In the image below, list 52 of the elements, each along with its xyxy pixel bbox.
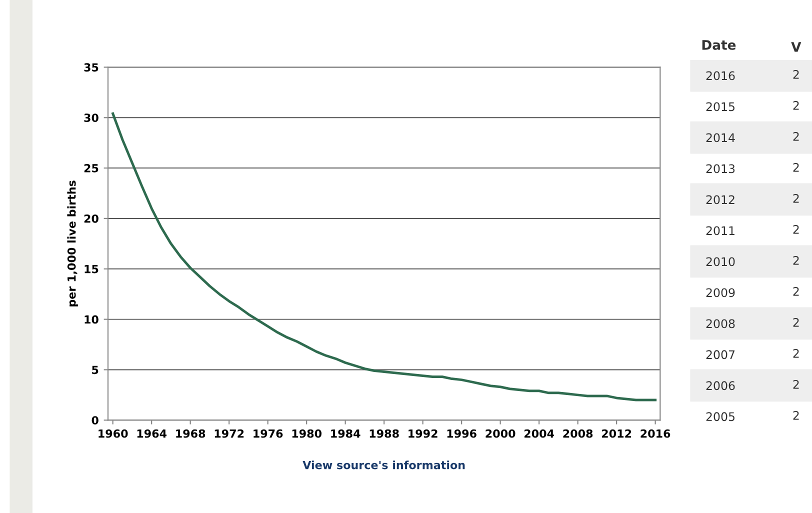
y-tick-label: 35: [84, 63, 98, 72]
x-tick-label: 1980: [292, 429, 322, 438]
x-tick-label: 1976: [254, 429, 283, 438]
text: 2: [793, 318, 799, 327]
y-tick-label: 30: [84, 114, 98, 122]
text: 2: [793, 132, 799, 141]
x-tick-label: 1972: [214, 429, 244, 438]
x-tick-label: 2016: [640, 429, 670, 438]
y-tick-label: 2007: [706, 350, 735, 360]
x-tick-label: V: [791, 42, 802, 52]
text: 2: [793, 286, 799, 296]
y-axis-title: per 1,000 live births: [67, 180, 78, 306]
x-tick-label: 2012: [602, 429, 632, 438]
y-tick-label: 2011: [706, 226, 734, 236]
y-tick-label: 2013: [706, 164, 735, 174]
y-tick-label: 2010: [706, 257, 735, 266]
y-tick-label: 20: [84, 214, 98, 223]
y-axis-title: Date: [702, 40, 736, 50]
y-tick-label: 2008: [706, 319, 735, 328]
y-tick-label: 2009: [706, 288, 735, 298]
text: 2: [793, 410, 799, 420]
text: 2: [793, 348, 799, 358]
line-series: [112, 112, 657, 402]
text: View source's information: [302, 460, 465, 470]
x-tick-label: 2000: [486, 429, 516, 438]
text: 2: [793, 162, 799, 172]
x-tick-label: 1984: [331, 429, 360, 438]
x-tick-label: 1988: [370, 429, 399, 438]
y-tick-label: 2005: [706, 412, 734, 422]
text: 2: [793, 380, 799, 389]
text: 2: [793, 256, 799, 265]
text: 2: [793, 224, 799, 234]
y-tick-label: 2016: [706, 71, 735, 80]
y-tick-label: 2015: [706, 102, 734, 112]
x-tick-label: 1960: [98, 429, 128, 438]
x-tick-label: 2008: [563, 429, 593, 438]
text: 2: [793, 101, 799, 110]
x-tick-label: 2004: [524, 429, 554, 438]
text: 2: [793, 70, 799, 79]
y-tick-label: 10: [84, 315, 98, 324]
y-tick-label: 5: [92, 366, 98, 374]
y-tick-label: 25: [84, 164, 98, 172]
y-tick-label: 2012: [706, 195, 734, 204]
x-tick-label: 1996: [447, 429, 476, 438]
x-tick-label: 1964: [137, 429, 167, 438]
text: 2: [793, 194, 799, 203]
y-tick-label: 2014: [706, 133, 735, 142]
y-tick-label: 0: [92, 416, 98, 425]
x-tick-label: 1968: [176, 429, 206, 438]
y-tick-label: 2006: [706, 381, 735, 390]
x-tick-label: 1992: [408, 429, 438, 438]
y-tick-label: 15: [84, 265, 98, 274]
